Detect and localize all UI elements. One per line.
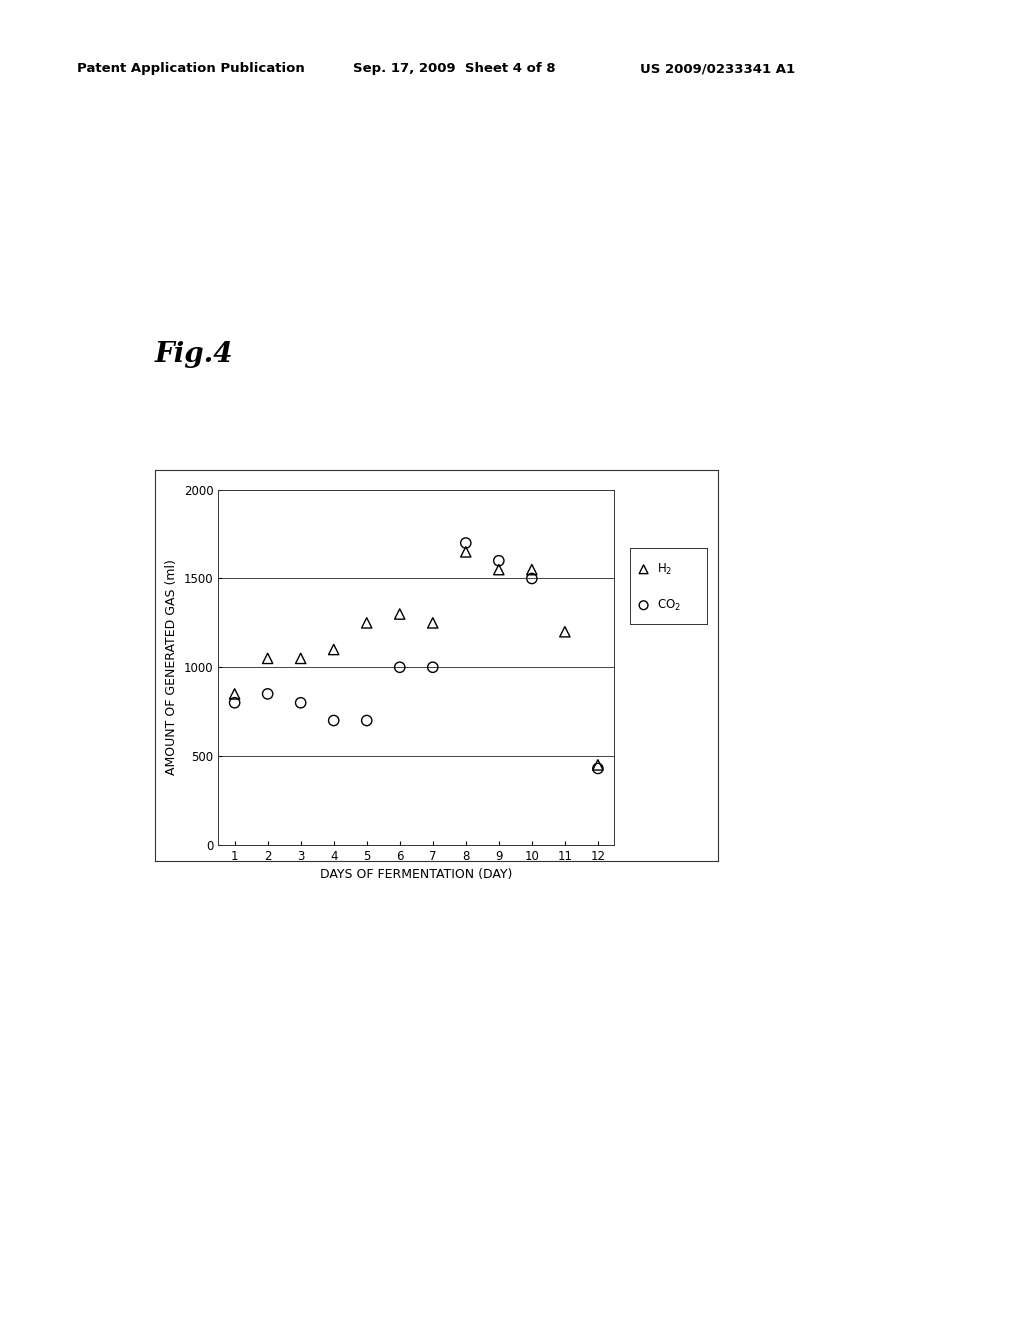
Point xyxy=(490,550,507,572)
Point xyxy=(785,401,802,422)
Point xyxy=(590,758,606,779)
Text: Sep. 17, 2009  Sheet 4 of 8: Sep. 17, 2009 Sheet 4 of 8 xyxy=(353,62,556,75)
Point xyxy=(226,684,243,705)
Point xyxy=(458,541,474,562)
Point xyxy=(391,657,408,678)
Point xyxy=(425,612,441,634)
Point xyxy=(391,603,408,624)
Point xyxy=(293,648,309,669)
Point xyxy=(785,74,802,95)
Text: US 2009/0233341 A1: US 2009/0233341 A1 xyxy=(640,62,795,75)
Point xyxy=(490,560,507,581)
Point xyxy=(293,692,309,713)
Point xyxy=(523,568,540,589)
Point xyxy=(458,532,474,553)
Point xyxy=(259,684,275,705)
Point xyxy=(358,612,375,634)
X-axis label: DAYS OF FERMENTATION (DAY): DAYS OF FERMENTATION (DAY) xyxy=(321,869,512,882)
Text: Fig.4: Fig.4 xyxy=(155,341,233,367)
Point xyxy=(326,639,342,660)
Point xyxy=(590,754,606,775)
Text: H$_2$: H$_2$ xyxy=(656,562,672,577)
Point xyxy=(523,560,540,581)
Point xyxy=(226,692,243,713)
Text: Patent Application Publication: Patent Application Publication xyxy=(77,62,304,75)
Point xyxy=(425,657,441,678)
Point xyxy=(326,710,342,731)
Point xyxy=(557,622,573,643)
Text: CO$_2$: CO$_2$ xyxy=(656,598,681,612)
Point xyxy=(259,648,275,669)
Point xyxy=(358,710,375,731)
Y-axis label: AMOUNT OF GENERATED GAS (ml): AMOUNT OF GENERATED GAS (ml) xyxy=(165,560,178,775)
